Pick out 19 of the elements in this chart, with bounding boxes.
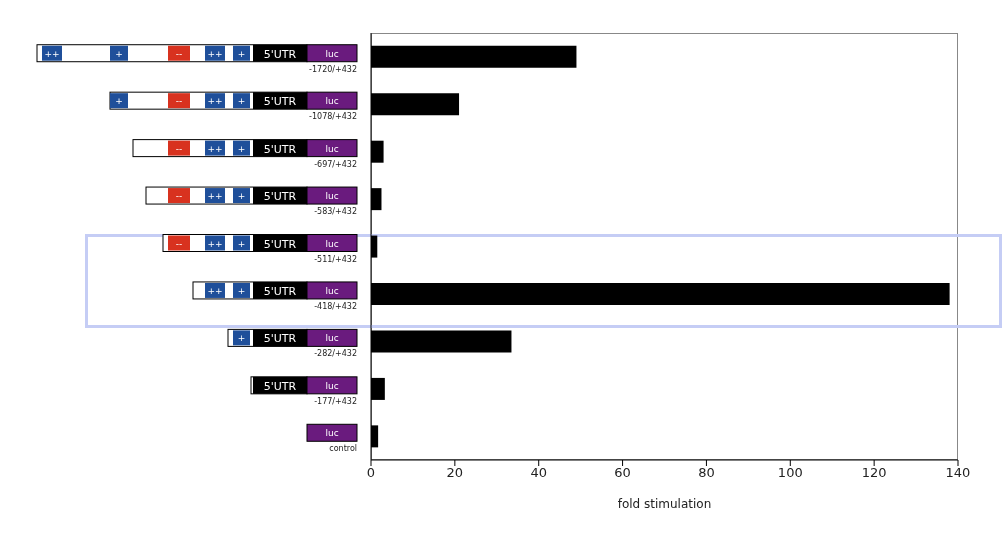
y-tick-label: -697/+432 <box>314 159 357 169</box>
y-tick-label: -511/+432 <box>314 254 357 264</box>
x-tick-label: 100 <box>777 465 803 481</box>
y-tick-label: control <box>329 444 357 454</box>
y-tick-label: -177/+432 <box>314 396 357 406</box>
x-tick-label: 80 <box>698 465 715 481</box>
y-tick-label: -418/+432 <box>314 301 357 311</box>
x-tick-label: 20 <box>446 465 464 481</box>
construct-diagram-icon: luc <box>306 423 358 442</box>
y-tick-label: -583/+432 <box>314 207 357 217</box>
x-tick-label: 120 <box>861 465 887 481</box>
x-tick-label: 140 <box>945 465 971 481</box>
y-tick-label: -282/+432 <box>314 349 357 359</box>
x-tick-label: 60 <box>614 465 631 481</box>
x-tick-label: 0 <box>366 465 376 481</box>
x-axis-title: fold stimulation <box>617 497 712 511</box>
y-tick-label: -1720/+432 <box>309 64 357 74</box>
y-tick-label: -1078/+432 <box>309 112 357 122</box>
x-tick-label: 40 <box>530 465 547 481</box>
